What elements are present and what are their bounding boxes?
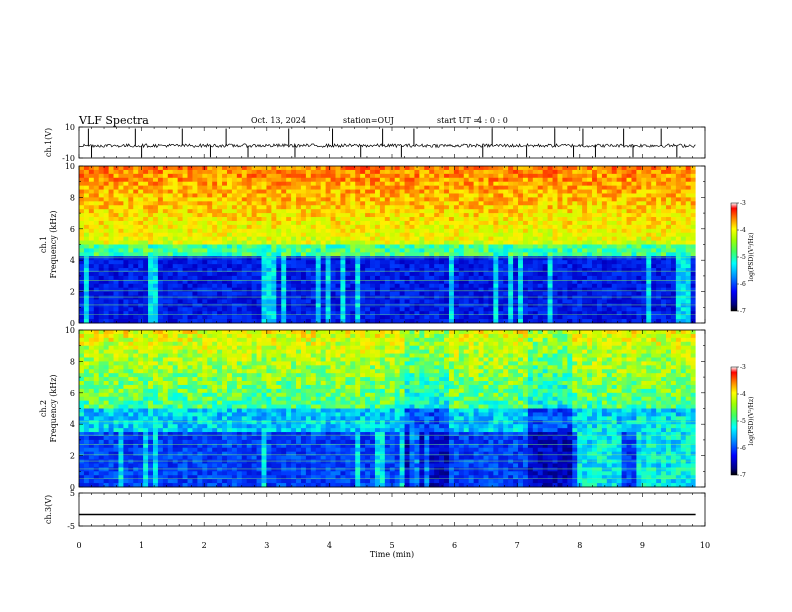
ch2-spectrogram-channel-label: ch.2	[39, 400, 48, 417]
ch3-waveform-ylabel: ch.3(V)	[44, 495, 53, 524]
ch1-spectrogram-tick-label: 8	[70, 193, 75, 202]
x-tick-label: 6	[452, 541, 457, 550]
x-tick-label: 2	[202, 541, 207, 550]
x-tick-label: 4	[327, 541, 332, 550]
x-tick-label: 10	[700, 541, 710, 550]
s1-colorbar-tick-label: -4	[740, 227, 746, 234]
s1-colorbar-tick-label: -3	[740, 200, 746, 207]
start-time-label: start UT =	[437, 116, 480, 125]
ch2-spectrogram-tick-label: 8	[70, 357, 75, 366]
ch3-waveform-tick-label: 5	[70, 489, 75, 498]
s1-colorbar-tick-label: -7	[740, 308, 746, 315]
s2-colorbar-label: log(PSD)(V²/Hz)	[748, 397, 755, 446]
x-tick-label: 1	[139, 541, 144, 550]
ch2-spectrogram-tick-label: 2	[70, 452, 75, 461]
ch2-spectrogram-tick-label: 4	[70, 420, 75, 429]
ch2-spectrogram-ylabel: Frequency (kHz)	[49, 374, 58, 442]
start-time-value: 4 : 0 : 0	[477, 116, 508, 125]
chart-title: VLF Spectra	[79, 114, 149, 127]
s1-cells	[79, 166, 705, 324]
ch1-spectrogram-tick-label: 6	[70, 225, 75, 234]
ch1-waveform-ylabel: ch.1(V)	[44, 128, 53, 157]
ch1-spectrogram-tick-label: 10	[65, 162, 75, 171]
s2-colorbar-tick-label: -4	[740, 391, 746, 398]
ch1-waveform-frame	[78, 126, 706, 159]
ch3-waveform-frame	[78, 492, 706, 527]
ch1-waveform-tick-label: -10	[62, 154, 75, 163]
ch1-spectrogram-tick-label: 2	[70, 288, 75, 297]
ch1-waveform-line	[78, 143, 696, 149]
x-axis-label: Time (min)	[370, 550, 414, 559]
ch2-spectrogram-tick-label: 10	[65, 326, 75, 335]
spectrogram-layer	[79, 166, 705, 488]
station-label: station=OUJ	[343, 116, 394, 125]
date-label: Oct. 13, 2024	[251, 116, 306, 125]
colorbar-layer: -3 -4 -5 -6 -7 log(PSD)(V²/Hz) -3 -4 -5 -6 -7 log(P…	[730, 200, 755, 479]
s1-colorbar-tick-label: -5	[740, 254, 746, 261]
x-tick-label: 0	[76, 541, 81, 550]
s2-colorbar-tick-label: -5	[740, 418, 746, 425]
s1-colorbar	[730, 202, 738, 312]
x-tick-label: 9	[640, 541, 645, 550]
ch1-spectrogram-channel-label: ch.1	[39, 236, 48, 253]
waveform-layer	[78, 128, 696, 516]
x-tick-label: 8	[577, 541, 582, 550]
s1-colorbar-label: log(PSD)(V²/Hz)	[748, 233, 755, 282]
x-tick-label: 5	[389, 541, 394, 550]
ch1-waveform-tick-label: 10	[65, 123, 75, 132]
ch1-spectrogram-ylabel: Frequency (kHz)	[49, 210, 58, 278]
s2-colorbar	[730, 366, 738, 476]
ch2-spectrogram-tick-label: 0	[70, 483, 75, 492]
s2-colorbar-tick-label: -6	[740, 445, 746, 452]
x-tick-label: 3	[264, 541, 269, 550]
ch1-spectrogram-tick-label: 4	[70, 256, 75, 265]
ch2-spectrogram-tick-label: 6	[70, 389, 75, 398]
ch1-spectrogram-tick-label: 0	[70, 319, 75, 328]
x-tick-label: 7	[515, 541, 520, 550]
ch3-waveform-tick-label: -5	[67, 522, 75, 531]
s2-cells	[79, 330, 705, 488]
s2-colorbar-tick-label: -3	[740, 364, 746, 371]
s2-colorbar-tick-label: -7	[740, 472, 746, 479]
s1-colorbar-tick-label: -6	[740, 281, 746, 288]
